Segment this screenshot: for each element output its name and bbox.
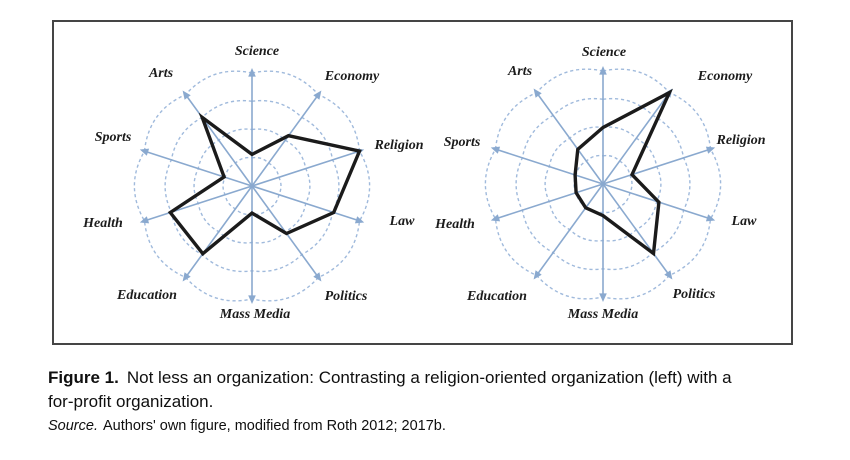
axis-spoke: [535, 92, 604, 185]
data-polygon-for-profit: [573, 88, 674, 257]
axis-arrowhead-icon: [182, 90, 191, 100]
axis-label-politics: Politics: [325, 289, 368, 304]
axis-label-arts: Arts: [507, 64, 533, 79]
axis-spoke: [184, 185, 253, 278]
axis-arrowhead-icon: [248, 68, 256, 77]
axis-spoke: [495, 148, 604, 185]
axis-arrowhead-icon: [313, 272, 322, 282]
axis-spoke: [535, 183, 604, 276]
axis-spoke: [184, 94, 253, 187]
source-label: Source.: [48, 417, 98, 434]
axis-arrowhead-icon: [248, 295, 256, 304]
axis-spoke: [495, 183, 604, 220]
axis-label-education: Education: [116, 288, 177, 303]
figure-caption: Figure 1. Not less an organization: Contr…: [48, 366, 748, 414]
axis-label-sports: Sports: [95, 130, 132, 145]
axis-arrowhead-icon: [599, 293, 607, 302]
figure-caption-block: Figure 1. Not less an organization: Contr…: [48, 366, 748, 435]
axis-arrowhead-icon: [533, 88, 542, 98]
axis-arrowhead-icon: [705, 146, 716, 154]
axis-spoke: [251, 185, 360, 222]
figure-caption-text: Not less an organization: Contrasting a …: [48, 368, 732, 411]
axis-label-economy: Economy: [697, 69, 753, 84]
axis-label-religion: Religion: [715, 133, 765, 148]
axis-label-health: Health: [434, 217, 475, 232]
axis-label-science: Science: [582, 45, 626, 60]
axis-spoke: [602, 148, 711, 185]
axis-spoke: [251, 150, 360, 187]
axis-spoke: [602, 183, 671, 276]
axis-label-religion: Religion: [373, 138, 423, 153]
axis-label-politics: Politics: [673, 287, 716, 302]
axis-label-science: Science: [235, 44, 279, 59]
axis-arrowhead-icon: [139, 216, 150, 224]
figure-label: Figure 1.: [48, 368, 119, 387]
figure-border-box: Science Economy Religion Law Politics Mass Me…: [52, 20, 793, 345]
axis-arrowhead-icon: [599, 66, 607, 75]
axis-arrowhead-icon: [490, 146, 501, 154]
axis-spoke: [144, 150, 253, 187]
axis-label-law: Law: [731, 214, 758, 229]
axis-label-economy: Economy: [324, 69, 380, 84]
axis-label-arts: Arts: [148, 66, 174, 81]
axis-spoke: [144, 185, 253, 222]
radar-chart-left: Science Economy Religion Law Politics Mass Me…: [82, 44, 424, 322]
axis-label-law: Law: [389, 214, 416, 229]
axis-arrowhead-icon: [705, 214, 716, 222]
axis-arrowhead-icon: [664, 270, 673, 280]
radar-charts-canvas: Science Economy Religion Law Politics Mass Me…: [82, 44, 766, 322]
axis-arrowhead-icon: [139, 148, 150, 156]
axis-arrowhead-icon: [533, 270, 542, 280]
figure-source: Source. Authors' own figure, modified fro…: [48, 417, 748, 436]
axis-label-education: Education: [466, 289, 527, 304]
axis-arrowhead-icon: [490, 214, 501, 222]
radar-chart-right: Science Economy Religion Law Politics Mass Me…: [434, 45, 766, 322]
axis-label-mass-media: Mass Media: [567, 307, 638, 322]
axis-arrowhead-icon: [354, 216, 365, 224]
source-text: Authors' own figure, modified from Roth …: [102, 417, 446, 434]
data-polygon-religion-oriented: [167, 112, 362, 257]
axis-arrowhead-icon: [182, 272, 191, 282]
axis-label-health: Health: [82, 216, 123, 231]
axis-label-sports: Sports: [444, 135, 481, 150]
axis-spoke: [602, 92, 671, 185]
axis-spoke: [251, 94, 320, 187]
axis-arrowhead-icon: [313, 90, 322, 100]
axis-label-mass-media: Mass Media: [219, 307, 290, 322]
